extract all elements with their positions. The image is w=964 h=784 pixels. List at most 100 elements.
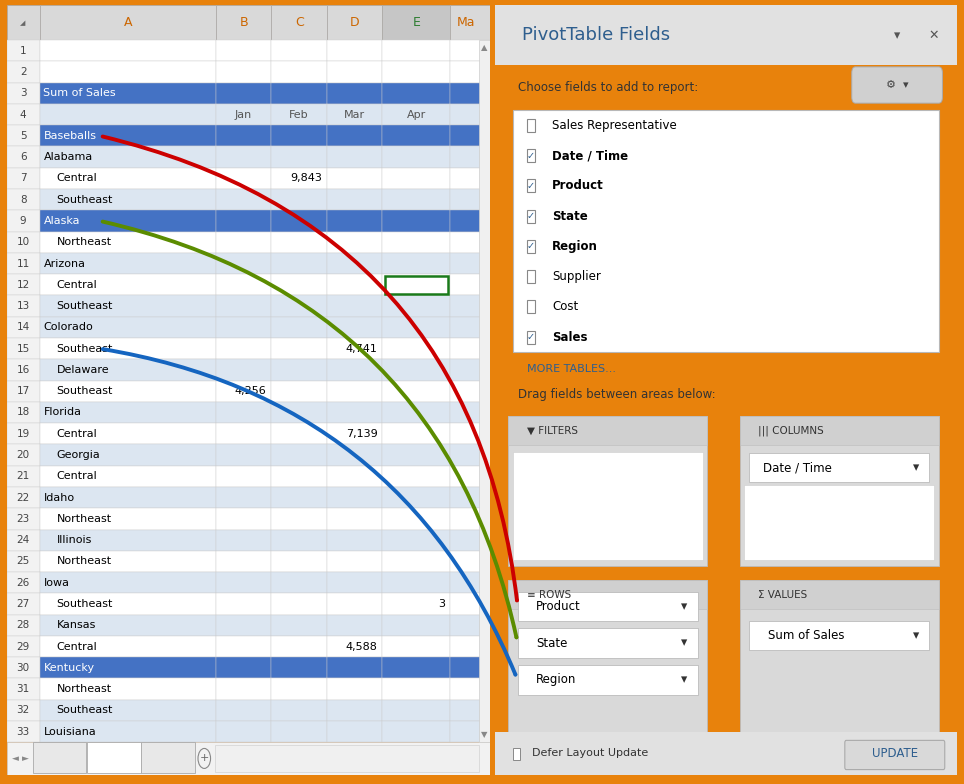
Bar [383, 423, 450, 445]
Bar [749, 453, 929, 482]
Text: ▾: ▾ [913, 461, 919, 474]
Bar [527, 270, 535, 283]
Bar [272, 466, 327, 487]
Bar [40, 402, 216, 423]
Text: Region: Region [536, 673, 576, 687]
Text: 4,256: 4,256 [235, 387, 267, 396]
Bar [40, 380, 216, 402]
Text: Kentucky: Kentucky [43, 662, 94, 673]
Text: ✓: ✓ [526, 211, 535, 221]
Bar [327, 253, 383, 274]
Text: ◢: ◢ [20, 20, 26, 26]
Bar [383, 210, 450, 231]
Text: Illinois: Illinois [57, 535, 92, 545]
Text: 4,588: 4,588 [346, 641, 378, 652]
Text: A: A [123, 16, 132, 29]
Bar [7, 615, 40, 636]
Bar [216, 572, 272, 593]
Text: Cost: Cost [552, 300, 578, 314]
Text: 3: 3 [20, 89, 26, 98]
Bar [383, 678, 450, 700]
Bar [216, 380, 272, 402]
Bar [272, 551, 327, 572]
Bar [450, 508, 490, 529]
Bar [383, 359, 450, 380]
Bar [327, 466, 383, 487]
Bar [40, 487, 216, 508]
Bar [40, 678, 216, 700]
Text: 30: 30 [16, 662, 30, 673]
Bar [327, 5, 383, 40]
Bar [216, 593, 272, 615]
Bar [40, 721, 216, 742]
Text: Florida: Florida [43, 408, 81, 417]
Bar [327, 593, 383, 615]
Text: ||| COLUMNS: ||| COLUMNS [759, 426, 824, 436]
Bar [527, 300, 535, 314]
Text: 8: 8 [20, 194, 26, 205]
Text: ▼ FILTERS: ▼ FILTERS [527, 426, 578, 436]
Bar [383, 168, 450, 189]
Text: Jan: Jan [235, 110, 253, 120]
Text: Mar: Mar [344, 110, 365, 120]
Bar [327, 487, 383, 508]
Text: Central: Central [57, 173, 97, 183]
Bar [7, 508, 40, 529]
Text: 14: 14 [16, 322, 30, 332]
Bar [508, 416, 708, 445]
Bar [327, 231, 383, 253]
Text: Σ VALUES: Σ VALUES [759, 590, 808, 600]
Bar [216, 678, 272, 700]
Bar [383, 593, 450, 615]
Bar [450, 678, 490, 700]
Bar [383, 189, 450, 210]
Bar [383, 296, 450, 317]
Bar [216, 487, 272, 508]
Bar [450, 317, 490, 338]
Bar [216, 296, 272, 317]
Bar [7, 231, 40, 253]
Bar [40, 253, 216, 274]
Bar [383, 466, 450, 487]
Bar [272, 529, 327, 551]
Bar [40, 423, 216, 445]
Bar [7, 5, 40, 40]
Bar [327, 508, 383, 529]
Bar [385, 276, 447, 294]
Bar [450, 274, 490, 296]
Bar [327, 104, 383, 125]
Bar [272, 61, 327, 82]
Bar [40, 593, 216, 615]
Text: 6: 6 [20, 152, 26, 162]
Bar [527, 240, 535, 253]
Bar [527, 118, 535, 132]
Bar [216, 168, 272, 189]
Bar [40, 210, 216, 231]
Text: ◄: ◄ [12, 754, 19, 763]
Bar [7, 402, 40, 423]
Bar [450, 593, 490, 615]
Bar [327, 189, 383, 210]
Bar [40, 296, 216, 317]
Bar [7, 466, 40, 487]
Bar [508, 580, 708, 732]
Bar [216, 253, 272, 274]
Bar [450, 147, 490, 168]
Bar [450, 402, 490, 423]
Bar [272, 104, 327, 125]
Bar [272, 274, 327, 296]
FancyArrowPatch shape [103, 349, 516, 674]
Bar [7, 317, 40, 338]
Text: ▾: ▾ [682, 600, 687, 612]
Text: 10: 10 [16, 238, 30, 247]
Text: 33: 33 [16, 727, 30, 737]
Bar [272, 657, 327, 678]
Bar [216, 529, 272, 551]
Text: Sum of Sales: Sum of Sales [43, 89, 116, 98]
Text: Northeast: Northeast [57, 238, 112, 247]
Bar [40, 359, 216, 380]
Bar [34, 742, 87, 773]
Bar [272, 231, 327, 253]
Bar [272, 508, 327, 529]
Bar [383, 508, 450, 529]
